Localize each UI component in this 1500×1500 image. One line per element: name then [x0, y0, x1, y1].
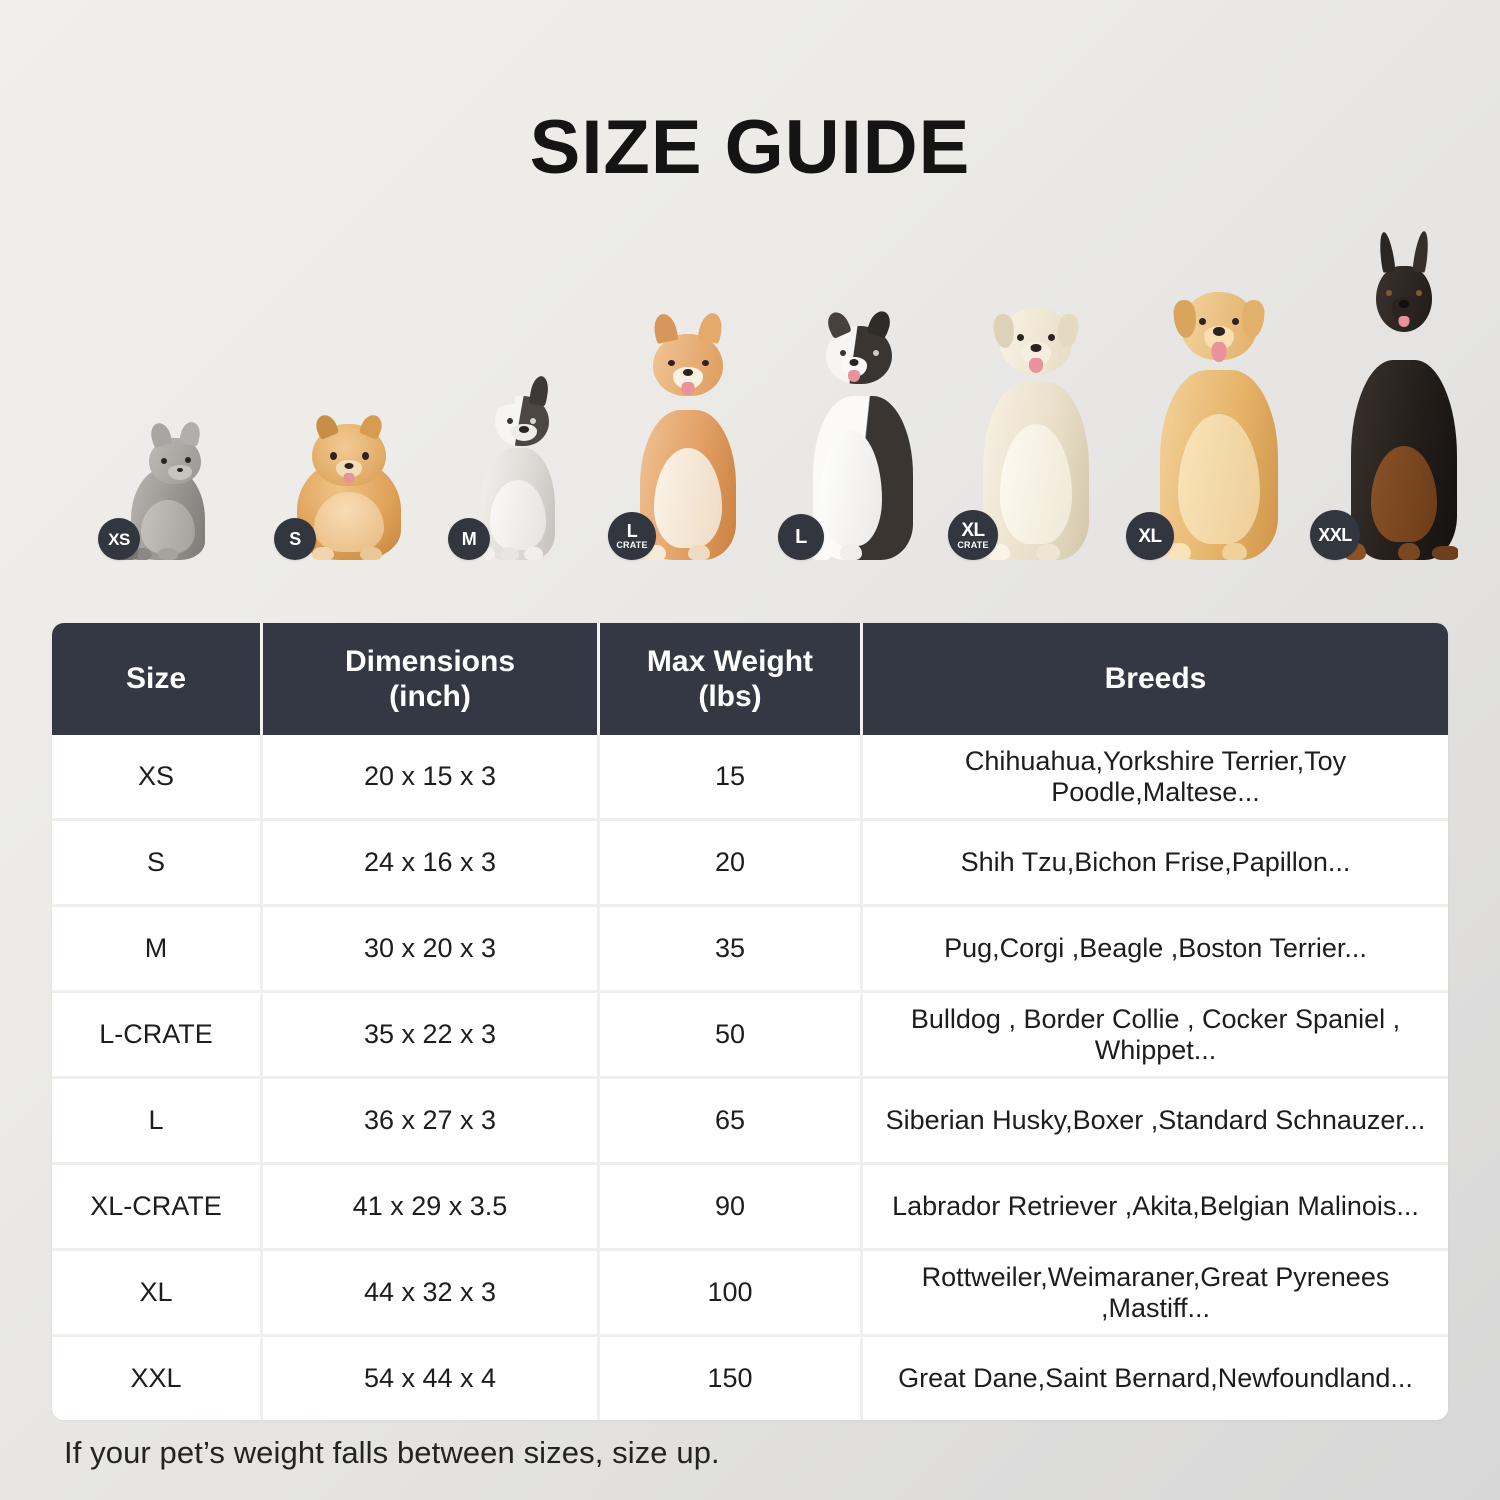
dog-labrador-retriever-icon	[948, 298, 1124, 560]
column-header-max-weight: Max Weight (lbs)	[598, 623, 863, 735]
cell-dimensions: 30 x 20 x 3	[261, 905, 600, 993]
pet-figure-l-crate: L CRATE	[608, 311, 768, 560]
column-header-breeds-line1: Breeds	[1104, 662, 1207, 696]
cell-dimensions: 20 x 15 x 3	[261, 735, 600, 821]
size-badge-label: XL	[1138, 525, 1162, 547]
cell-breeds: Shih Tzu,Bichon Frise,Papillon...	[861, 819, 1448, 907]
size-badge-sublabel: CRATE	[616, 540, 648, 550]
cell-size: XL	[52, 1249, 263, 1337]
pet-size-lineup: XS S	[52, 230, 1458, 560]
table-row: XXL 54 x 44 x 4 150 Great Dane,Saint Ber…	[52, 1335, 1448, 1420]
cell-breeds: Siberian Husky,Boxer ,Standard Schnauzer…	[861, 1077, 1448, 1165]
pet-figure-xl-crate: XL CRATE	[948, 298, 1124, 560]
cell-dimensions: 35 x 22 x 3	[261, 991, 600, 1079]
cell-size: XXL	[52, 1335, 263, 1420]
cell-dimensions: 36 x 27 x 3	[261, 1077, 600, 1165]
size-badge-label: L	[626, 521, 638, 541]
cat-british-shorthair-icon	[98, 412, 238, 560]
cell-dimensions: 44 x 32 x 3	[261, 1249, 600, 1337]
size-badge-label: S	[289, 529, 301, 549]
size-badge-label: M	[461, 529, 477, 549]
dog-border-collie-icon	[778, 308, 948, 560]
cell-max-weight: 150	[598, 1335, 863, 1420]
size-chart-table: Size Dimensions (inch) Max Weight (lbs) …	[52, 623, 1448, 1420]
cell-dimensions: 54 x 44 x 4	[261, 1335, 600, 1420]
pet-figure-s: S	[274, 394, 424, 560]
cell-max-weight: 90	[598, 1163, 863, 1251]
column-header-dimensions-line1: Dimensions	[344, 644, 516, 678]
size-badge-xs: XS	[98, 518, 140, 560]
size-badge-s: S	[274, 518, 316, 560]
cell-size: L-CRATE	[52, 991, 263, 1079]
cell-size: XS	[52, 735, 263, 821]
size-up-note: If your pet’s weight falls between sizes…	[64, 1435, 720, 1470]
size-badge-label: XL	[961, 519, 985, 541]
column-header-dimensions-line2: (inch)	[389, 680, 471, 713]
size-badge-m: M	[448, 518, 490, 560]
size-badge-sublabel: CRATE	[957, 539, 989, 550]
pet-figure-l: L	[778, 308, 948, 560]
table-row: XL 44 x 32 x 3 100 Rottweiler,Weimaraner…	[52, 1249, 1448, 1337]
cell-breeds: Bulldog , Border Collie , Cocker Spaniel…	[861, 991, 1448, 1079]
size-badge-l: L	[778, 514, 824, 560]
size-chart-card: Size Dimensions (inch) Max Weight (lbs) …	[52, 623, 1448, 1420]
table-row: XL-CRATE 41 x 29 x 3.5 90 Labrador Retri…	[52, 1163, 1448, 1251]
pet-figure-xl: XL	[1126, 284, 1312, 560]
size-badge-xxl: XXL	[1310, 510, 1360, 560]
page-title: SIZE GUIDE	[529, 105, 971, 190]
column-header-size: Size	[52, 623, 263, 735]
cell-max-weight: 65	[598, 1077, 863, 1165]
table-row: S 24 x 16 x 3 20 Shih Tzu,Bichon Frise,P…	[52, 819, 1448, 907]
table-row: L-CRATE 35 x 22 x 3 50 Bulldog , Border …	[52, 991, 1448, 1079]
dog-shiba-inu-icon	[608, 311, 768, 560]
size-badge-xl: XL	[1126, 512, 1174, 560]
pet-figure-xxl: XXL	[1310, 230, 1498, 560]
cell-size: S	[52, 819, 263, 907]
dog-doberman-icon	[1310, 230, 1498, 560]
column-header-max-weight-line1: Max Weight	[646, 644, 814, 678]
cell-breeds: Labrador Retriever ,Akita,Belgian Malino…	[861, 1163, 1448, 1251]
cell-max-weight: 35	[598, 905, 863, 993]
cell-max-weight: 20	[598, 819, 863, 907]
column-header-size-line1: Size	[125, 662, 187, 696]
cell-breeds: Great Dane,Saint Bernard,Newfoundland...	[861, 1335, 1448, 1420]
table-header: Size Dimensions (inch) Max Weight (lbs) …	[52, 623, 1448, 735]
size-badge-l-crate: L CRATE	[608, 512, 656, 560]
size-badge-label: XS	[108, 529, 130, 549]
cell-max-weight: 100	[598, 1249, 863, 1337]
cell-size: XL-CRATE	[52, 1163, 263, 1251]
table-row: L 36 x 27 x 3 65 Siberian Husky,Boxer ,S…	[52, 1077, 1448, 1165]
cell-max-weight: 50	[598, 991, 863, 1079]
cell-size: L	[52, 1077, 263, 1165]
table-header-row: Size Dimensions (inch) Max Weight (lbs) …	[52, 623, 1448, 735]
dog-french-bulldog-icon	[448, 374, 588, 560]
cell-max-weight: 15	[598, 735, 863, 821]
table-row: XS 20 x 15 x 3 15 Chihuahua,Yorkshire Te…	[52, 735, 1448, 821]
pet-figure-m: M	[448, 374, 588, 560]
column-header-max-weight-line2: (lbs)	[698, 680, 762, 713]
table-row: M 30 x 20 x 3 35 Pug,Corgi ,Beagle ,Bost…	[52, 905, 1448, 993]
cell-breeds: Chihuahua,Yorkshire Terrier,Toy Poodle,M…	[861, 735, 1448, 821]
size-badge-label: L	[795, 526, 807, 548]
dog-golden-retriever-icon	[1126, 284, 1312, 560]
pet-figure-xs: XS	[98, 412, 238, 560]
column-header-dimensions: Dimensions (inch)	[261, 623, 600, 735]
size-badge-xl-crate: XL CRATE	[948, 510, 998, 560]
cell-breeds: Rottweiler,Weimaraner,Great Pyrenees ,Ma…	[861, 1249, 1448, 1337]
cell-breeds: Pug,Corgi ,Beagle ,Boston Terrier...	[861, 905, 1448, 993]
cell-dimensions: 41 x 29 x 3.5	[261, 1163, 600, 1251]
size-badge-label: XXL	[1318, 525, 1352, 545]
cell-size: M	[52, 905, 263, 993]
column-header-breeds: Breeds	[861, 623, 1448, 735]
cell-dimensions: 24 x 16 x 3	[261, 819, 600, 907]
table-body: XS 20 x 15 x 3 15 Chihuahua,Yorkshire Te…	[52, 735, 1448, 1420]
